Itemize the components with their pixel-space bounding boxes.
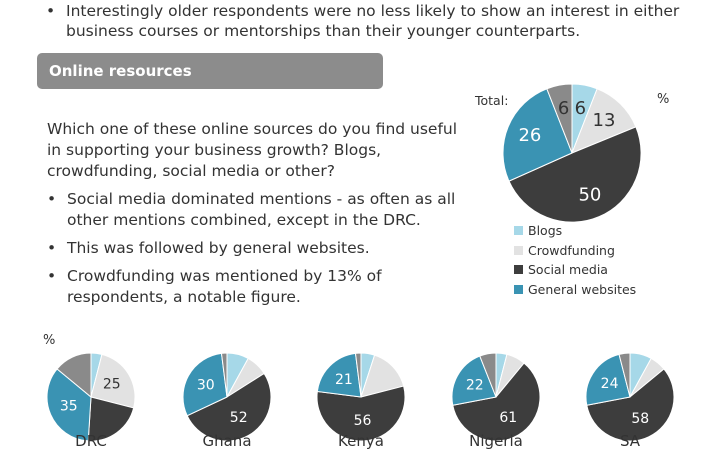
pie-slice-social-media [452,362,541,442]
pie-data-label: 6 [575,98,586,119]
legend-label: General websites [528,281,637,297]
pie-data-label: 13 [593,110,616,131]
legend-swatch-general-websites [514,284,523,294]
pie-country-label: Ghana [202,432,251,450]
pie-slice-general-websites [502,88,573,182]
legend-item-social-media: Social media [514,260,636,280]
intro-bullet-text: Interestingly older respondents were no … [66,2,680,40]
pie-slice-general-websites [451,355,497,406]
bullet-marker: • [46,2,56,20]
pie-slice-general-websites [46,368,92,442]
pie-slice-other [354,352,362,398]
legend-swatch-crowdfunding [514,245,523,255]
country-percent-unit-label: % [43,333,56,348]
legend-item-blogs: Blogs [514,221,636,241]
pie-slice-general-websites [585,353,631,406]
pie-country-label: DRC [75,432,107,450]
legend-item-general-websites: General websites [514,280,636,300]
finding-item: • This was followed by general websites. [47,238,467,259]
bullet-marker: • [47,190,57,208]
finding-text: Social media dominated mentions - as oft… [67,190,456,229]
percent-unit-label: % [657,92,670,107]
findings-list: • Social media dominated mentions - as of… [47,189,467,315]
pie-ghana: 52 30 Ghana [182,352,272,450]
pie-slice-other [618,352,631,398]
pie-slice-other [56,352,92,399]
pie-slice-social-media [316,385,406,442]
finding-item: • Crowdfunding was mentioned by 13% of re… [47,266,467,308]
pie-slice-general-websites [316,352,362,398]
pie-slice-crowdfunding [571,88,637,154]
pie-drc: 25 35 DRC [46,352,136,450]
pie-slice-other [479,352,497,398]
pie-slice-crowdfunding [360,354,405,398]
legend-label: Crowdfunding [528,242,615,258]
finding-item: • Social media dominated mentions - as of… [47,189,467,231]
pie-country-label: Kenya [338,432,384,450]
pie-data-label: 26 [518,125,541,146]
pie-data-label: 50 [578,184,601,205]
pie-sa: 58 24 SA [585,352,675,450]
pie-data-label: 61 [499,410,517,426]
pie-slice-social-media [186,372,272,442]
legend-label: Blogs [528,223,563,238]
pie-country-label: SA [620,432,641,450]
survey-question: Which one of these online sources do you… [47,120,458,180]
legend-item-crowdfunding: Crowdfunding [514,241,636,261]
pie-data-label: 56 [354,413,372,429]
chart-legend: Blogs Crowdfunding Social media General … [514,221,636,299]
pie-data-label: 35 [60,399,78,415]
pie-slice-general-websites [182,352,228,417]
pie-slice-social-media [586,368,675,442]
pie-nigeria: 61 22 Nigeria [451,352,541,450]
pie-slice-crowdfunding [90,353,136,409]
pie-slice-social-media [87,396,135,442]
pie-data-label: 58 [631,411,649,427]
pie-data-label: 25 [103,377,121,393]
pie-country-label: Nigeria [469,432,523,450]
pie-data-label: 22 [466,377,484,393]
bullet-marker: • [47,267,57,285]
bullet-marker: • [47,239,57,257]
legend-swatch-social-media [514,265,523,274]
pie-data-label: 6 [558,98,569,119]
pie-data-label: 30 [197,377,215,393]
pie-total: 6 13 50 26 6 [502,83,642,223]
pie-slice-other [546,83,573,154]
pie-kenya: 56 21 Kenya [316,352,406,450]
legend-swatch-blogs [514,226,523,235]
finding-text: This was followed by general websites. [67,239,370,257]
total-chart-title: Total: [475,93,509,108]
pie-data-label: 21 [335,372,353,388]
section-header-online-resources: Online resources [37,53,383,89]
pie-data-label: 24 [601,376,619,392]
pie-slice-other [220,352,228,398]
intro-bullet: • Interestingly older respondents were n… [46,1,686,41]
pie-slice-social-media [508,126,642,223]
finding-text: Crowdfunding was mentioned by 13% of res… [67,267,382,306]
legend-label: Social media [528,262,608,277]
pie-data-label: 52 [230,410,248,426]
